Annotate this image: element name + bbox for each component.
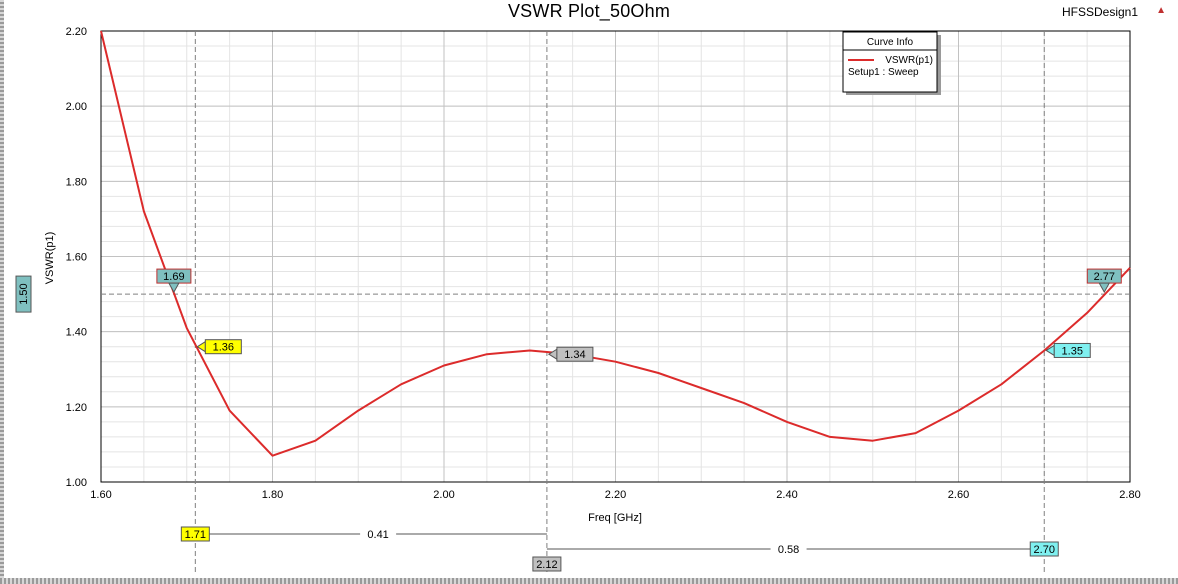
- marker-label: 1.35: [1045, 342, 1091, 358]
- marker-label: 2.77: [1086, 268, 1122, 294]
- series-vswr-p1-line: [100, 30, 1131, 457]
- marker-label-text: 1.34: [564, 349, 585, 361]
- y-tick-label: 1.20: [66, 402, 87, 414]
- x-axis-label: Freq [GHz]: [588, 512, 642, 524]
- frequency-marker-text: 1.71: [185, 529, 206, 541]
- delta-label: 0.58: [778, 544, 799, 556]
- threshold-label-box: [15, 275, 32, 313]
- legend-box[interactable]: Curve Info VSWR(p1) Setup1 : Sweep: [842, 31, 941, 95]
- threshold-label: 1.50: [15, 275, 32, 313]
- y-axis-label: VSWR(p1): [44, 232, 56, 285]
- y-axis-ticks: 1.00 1.20 1.40 1.60 1.80 2.00 2.20: [66, 26, 87, 489]
- delta-annotations: 1.71 2.12 2.70 0.41 0.58: [180, 526, 1059, 572]
- marker-label-box: [556, 346, 594, 362]
- x-tick-label: 2.80: [1119, 489, 1140, 501]
- chart-title: VSWR Plot_50Ohm: [507, 1, 671, 21]
- y-tick-label: 1.80: [66, 176, 87, 188]
- marker-label-box: [204, 339, 242, 355]
- x-tick-label: 2.20: [605, 489, 626, 501]
- marker-label-text: 2.77: [1094, 271, 1115, 283]
- major-grid: [100, 30, 1131, 483]
- marker-label: 1.34: [547, 346, 594, 362]
- legend-title: Curve Info: [867, 37, 914, 48]
- ansys-logo-icon: ▲: [1156, 5, 1166, 16]
- y-tick-label: 2.20: [66, 26, 87, 38]
- marker-label-text: 1.69: [163, 271, 184, 283]
- marker-label: 1.36: [196, 339, 242, 355]
- design-name: HFSSDesign1: [1061, 5, 1138, 19]
- marker-label-text: 1.35: [1062, 345, 1083, 357]
- frequency-marker-label: 1.71: [180, 526, 210, 542]
- frequency-marker-text: 2.12: [536, 559, 557, 571]
- y-tick-label: 1.00: [66, 477, 87, 489]
- marker-pointer: [168, 282, 180, 294]
- x-tick-label: 2.60: [948, 489, 969, 501]
- marker-pointer: [1098, 282, 1111, 294]
- window-left-border: [0, 0, 4, 584]
- y-tick-label: 2.00: [66, 101, 87, 113]
- plot-area-border: [100, 30, 1131, 483]
- marker-label-box: [1053, 342, 1091, 358]
- marker-label: 1.69: [156, 268, 192, 294]
- delta-label-bg: [360, 527, 397, 541]
- marker-lines: 1.50: [15, 31, 1130, 575]
- y-tick-label: 1.60: [66, 252, 87, 264]
- frequency-marker-box: [532, 556, 562, 572]
- delta-label: 0.41: [367, 529, 388, 541]
- marker-label-text: 1.36: [213, 342, 234, 354]
- y-tick-label: 1.40: [66, 327, 87, 339]
- marker-labels: 1.69 1.36 1.34 1.35 2.77: [156, 268, 1122, 362]
- frequency-marker-label: 2.70: [1029, 541, 1059, 557]
- x-axis-ticks: 1.60 1.80 2.00 2.20 2.40 2.60 2.80: [90, 489, 1140, 501]
- window-bottom-border: [0, 578, 1178, 584]
- x-tick-label: 2.40: [776, 489, 797, 501]
- frequency-marker-label: 2.12: [532, 556, 562, 572]
- marker-pointer: [547, 348, 558, 361]
- legend-entry: VSWR(p1): [885, 55, 933, 66]
- frequency-marker-text: 2.70: [1034, 544, 1055, 556]
- legend-sub: Setup1 : Sweep: [848, 67, 919, 78]
- delta-label-bg: [770, 542, 807, 556]
- x-tick-label: 2.00: [433, 489, 454, 501]
- threshold-label-text: 1.50: [18, 283, 30, 304]
- x-tick-label: 1.60: [90, 489, 111, 501]
- x-tick-label: 1.80: [262, 489, 283, 501]
